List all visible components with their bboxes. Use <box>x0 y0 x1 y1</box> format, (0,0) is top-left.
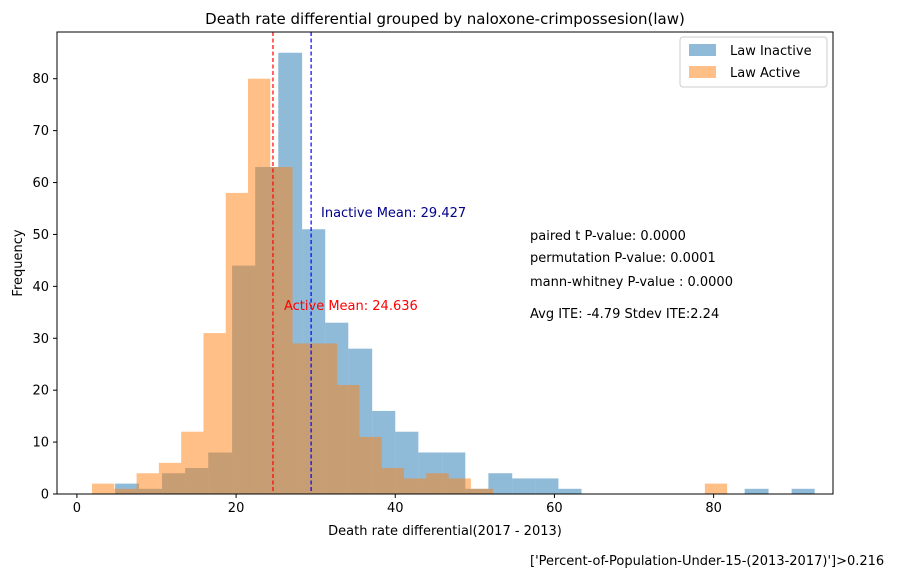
bar-law-inactive-17 <box>512 478 536 494</box>
bar-law-inactive-18 <box>535 478 559 494</box>
x-axis-label: Death rate differential(2017 - 2013) <box>328 524 562 539</box>
x-tick-label: 80 <box>705 501 722 516</box>
bar-law-active-5 <box>203 333 226 494</box>
bar-law-active-6 <box>225 192 249 495</box>
bar-law-active-11 <box>337 384 360 494</box>
x-axis-ticks: 0 20 40 60 80 <box>73 494 722 516</box>
legend-swatch-law-inactive <box>689 44 716 56</box>
y-axis-ticks: 0 10 20 30 40 50 60 70 80 <box>32 72 57 503</box>
bar-law-active-13 <box>381 468 405 494</box>
plot-frame <box>56 31 834 495</box>
bar-law-active-2 <box>136 473 159 494</box>
y-tick-label: 0 <box>41 488 49 503</box>
y-tick-label: 70 <box>32 124 49 139</box>
y-tick-label: 10 <box>32 436 49 451</box>
y-axis-label: Frequency <box>11 229 26 296</box>
inactive-mean-label: Inactive Mean: 29.427 <box>321 206 466 221</box>
x-tick-label: 0 <box>73 501 81 516</box>
legend: Law Inactive Law Active <box>679 36 828 88</box>
legend-label-law-inactive: Law Inactive <box>730 44 812 59</box>
bar-law-active-16 <box>448 478 471 494</box>
bar-law-active-1 <box>114 488 137 494</box>
mean-lines-layer <box>272 32 312 494</box>
y-tick-label: 30 <box>32 332 49 347</box>
y-tick-label: 80 <box>32 72 49 87</box>
bar-law-active-10 <box>314 343 338 494</box>
paired-t-p-value: paired t P-value: 0.0000 <box>530 229 686 244</box>
bar-law-active-3 <box>158 462 182 494</box>
bar-law-active-9 <box>292 343 315 494</box>
mann-whitney-p-value: mann-whitney P-value : 0.0000 <box>530 275 733 290</box>
bar-law-active-15 <box>426 473 449 494</box>
x-tick-label: 20 <box>228 501 245 516</box>
permutation-p-value: permutation P-value: 0.0001 <box>530 251 716 266</box>
bar-law-active-0 <box>92 483 115 494</box>
y-tick-label: 20 <box>32 384 49 399</box>
bar-law-active-12 <box>359 436 382 494</box>
bar-law-inactive-19 <box>558 488 582 494</box>
y-tick-label: 50 <box>32 228 49 243</box>
legend-swatch-law-active <box>689 66 716 78</box>
avg-ite-annotation: Avg ITE: -4.79 Stdev ITE:2.24 <box>530 307 719 322</box>
bar-law-inactive-16 <box>488 473 513 494</box>
bar-law-active-18 <box>704 483 728 494</box>
bar-law-active-4 <box>181 431 204 494</box>
bar-law-active-7 <box>248 78 271 494</box>
bar-law-active-17 <box>470 488 494 494</box>
x-tick-label: 60 <box>546 501 563 516</box>
x-tick-label: 40 <box>387 501 404 516</box>
bar-law-active-8 <box>270 166 293 494</box>
bar-law-inactive-21 <box>791 488 815 494</box>
active-mean-label: Active Mean: 24.636 <box>284 299 418 314</box>
bar-law-inactive-20 <box>744 488 769 494</box>
legend-box <box>679 36 828 88</box>
chart-title: Death rate differential grouped by nalox… <box>205 10 685 28</box>
footnote: ['Percent-of-Population-Under-15-(2013-2… <box>530 554 884 569</box>
y-tick-label: 40 <box>32 280 49 295</box>
legend-label-law-active: Law Active <box>730 66 800 81</box>
bar-law-active-14 <box>404 478 427 494</box>
y-tick-label: 60 <box>32 176 49 191</box>
